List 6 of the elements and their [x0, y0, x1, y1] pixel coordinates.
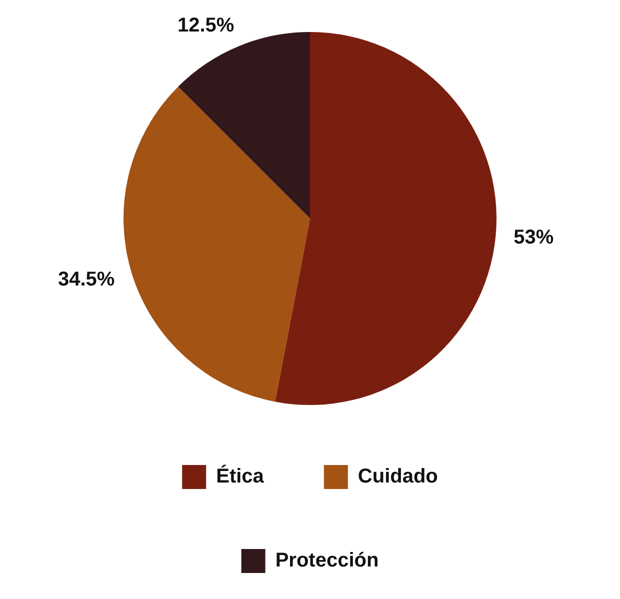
data-label: 53%	[514, 226, 554, 249]
data-label: 12.5%	[177, 14, 234, 36]
legend-label: Ética	[216, 464, 265, 488]
legend-label: Protección	[275, 550, 379, 572]
data-label: 34.5%	[58, 268, 115, 290]
legend-label: Cuidado	[358, 466, 438, 488]
